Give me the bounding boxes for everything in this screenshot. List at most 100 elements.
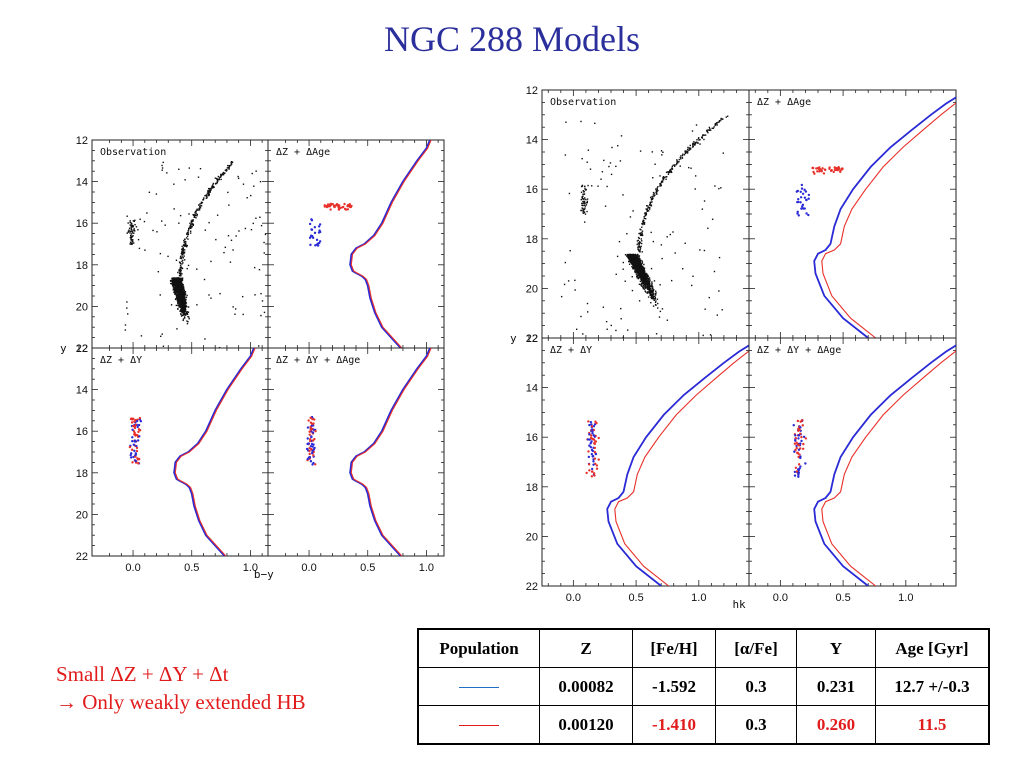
star-point: [182, 309, 185, 311]
panel-frame: [91, 139, 269, 349]
star-point: [185, 309, 187, 311]
star-point: [638, 242, 640, 244]
cell-y: 0.260: [796, 705, 876, 745]
star-point: [215, 238, 217, 241]
star-point: [608, 165, 610, 168]
star-point: [177, 279, 180, 282]
star-point: [252, 222, 254, 225]
hb-star-point: [797, 471, 801, 475]
star-point: [701, 134, 704, 137]
star-point: [192, 220, 194, 222]
star-point: [651, 151, 654, 153]
star-point: [635, 260, 638, 263]
star-point: [677, 162, 679, 164]
star-point: [199, 167, 202, 170]
star-point: [653, 192, 655, 194]
hb-star-point: [136, 439, 140, 442]
panel-frame: [748, 89, 957, 339]
star-point: [646, 287, 648, 289]
star-point: [643, 263, 645, 266]
hb-star-point: [588, 423, 591, 427]
hb-star-point: [804, 462, 807, 465]
star-point: [183, 255, 185, 257]
star-point: [271, 344, 272, 345]
star-point: [586, 311, 589, 313]
star-point: [175, 279, 177, 282]
star-point: [135, 226, 138, 228]
star-point: [685, 150, 687, 152]
star-point: [575, 328, 578, 331]
star-point: [702, 334, 704, 337]
star-point: [181, 256, 184, 258]
star-point: [255, 170, 257, 172]
hb-star-point: [802, 442, 805, 446]
note-line-2-text: Only weakly extended HB: [82, 690, 306, 714]
star-point: [642, 285, 645, 287]
population-line-swatch: [417, 667, 540, 706]
star-point: [582, 207, 584, 210]
star-point: [669, 170, 671, 172]
star-point: [717, 121, 719, 124]
star-point: [180, 313, 182, 316]
star-point: [264, 233, 267, 236]
star-point: [130, 233, 133, 235]
star-point: [184, 245, 187, 247]
star-point: [179, 282, 181, 285]
star-point: [635, 262, 638, 264]
star-point: [687, 146, 689, 149]
star-point: [177, 308, 179, 310]
star-point: [650, 297, 653, 300]
star-point: [174, 278, 176, 280]
star-point: [602, 306, 605, 308]
star-point: [160, 335, 162, 338]
star-point: [657, 302, 659, 305]
star-point: [649, 288, 651, 290]
star-point: [635, 269, 638, 272]
hb-star-point: [130, 417, 133, 420]
star-point: [642, 271, 644, 274]
star-point: [638, 256, 640, 258]
star-point: [176, 289, 178, 292]
hb-star-point: [317, 225, 321, 228]
star-point: [173, 281, 175, 283]
star-point: [630, 258, 632, 260]
star-point: [179, 299, 181, 301]
star-point: [692, 144, 694, 146]
star-point: [650, 293, 652, 295]
star-point: [628, 258, 630, 260]
star-point: [645, 284, 648, 286]
star-point: [610, 324, 612, 327]
star-point: [178, 303, 180, 305]
star-point: [646, 284, 649, 287]
star-point: [174, 281, 176, 283]
star-point: [146, 212, 148, 214]
star-point: [181, 297, 184, 299]
star-point: [632, 258, 634, 260]
star-point: [638, 232, 640, 235]
star-point: [178, 305, 181, 307]
star-point: [177, 292, 179, 295]
star-point: [640, 238, 642, 240]
star-point: [675, 164, 677, 166]
star-point: [127, 313, 129, 315]
star-point: [646, 291, 649, 294]
star-point: [177, 287, 179, 290]
star-point: [180, 309, 183, 311]
star-point: [630, 254, 632, 256]
hb-star-point: [136, 434, 139, 437]
star-point: [699, 249, 701, 251]
star-point: [179, 264, 182, 267]
star-point: [586, 302, 589, 305]
star-point: [632, 253, 634, 256]
star-point: [644, 275, 647, 277]
hb-star-point: [309, 426, 312, 429]
hb-star-point: [818, 166, 821, 169]
star-point: [646, 280, 648, 282]
star-point: [582, 204, 584, 207]
star-point: [687, 166, 690, 169]
hb-star-point: [795, 446, 798, 450]
star-point: [224, 246, 227, 249]
star-point: [611, 146, 613, 149]
star-point: [172, 284, 175, 287]
star-point: [633, 268, 635, 270]
